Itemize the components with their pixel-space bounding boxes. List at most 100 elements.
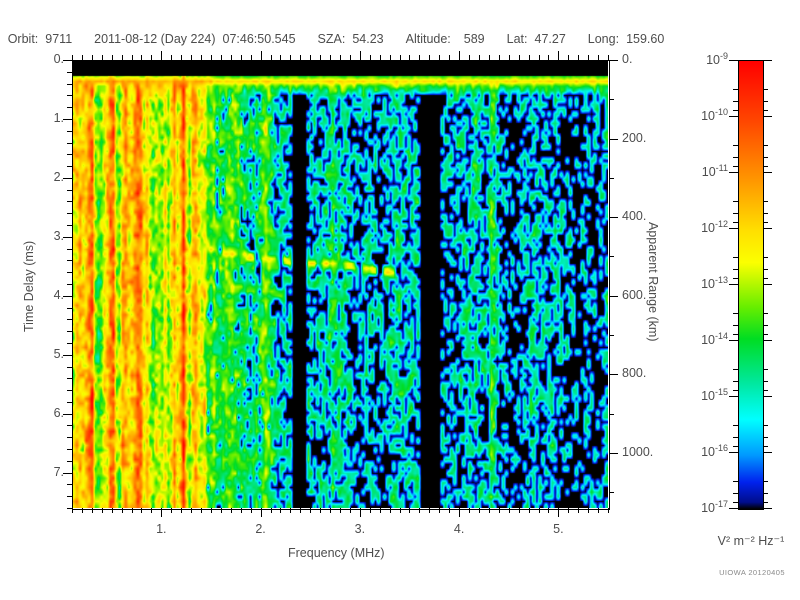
x-tick-minor-top [181, 55, 182, 60]
y2-tick-minor [609, 414, 614, 415]
x-tick-minor [280, 508, 281, 513]
y-tick-label: 7. [53, 464, 64, 479]
x-tick-minor-top [72, 55, 73, 60]
colorbar-tick-minor [763, 157, 768, 158]
x-tick-minor [102, 508, 103, 513]
colorbar-tick-minor [733, 110, 738, 111]
x-tick-minor [330, 508, 331, 513]
colorbar-tick-minor [733, 325, 738, 326]
y-tick-minor [67, 508, 72, 509]
x-tick-minor-top [568, 55, 569, 60]
y-tick-minor [67, 308, 72, 309]
y-tick-label: 3. [53, 228, 64, 243]
colorbar-tick-minor [763, 166, 768, 167]
x-tick-major-top [558, 51, 559, 60]
x-tick-minor [370, 508, 371, 513]
x-tick-label: 2. [255, 522, 266, 536]
y-tick-major [63, 178, 72, 179]
colorbar-tick-minor [733, 166, 738, 167]
x-tick-minor-top [211, 55, 212, 60]
x-tick-minor-top [409, 55, 410, 60]
x-tick-minor-top [102, 55, 103, 60]
colorbar-tick-minor [733, 201, 738, 202]
x-tick-minor-top [350, 55, 351, 60]
x-tick-label: 1. [156, 522, 167, 536]
colorbar-tick-label: 10-17 [701, 499, 728, 516]
colorbar-gradient [739, 61, 763, 509]
x-tick-minor-top [171, 55, 172, 60]
colorbar-tick-minor [763, 201, 768, 202]
colorbar-units: V² m⁻² Hz⁻¹ [717, 534, 785, 548]
lat-value: 47.27 [534, 32, 566, 46]
y-tick-minor [67, 496, 72, 497]
x-tick-minor-top [132, 55, 133, 60]
x-tick-minor-top [539, 55, 540, 60]
colorbar-tick-minor [733, 101, 738, 102]
credit-text: UIOWA 20120405 [719, 568, 785, 577]
colorbar-tick-minor [733, 437, 738, 438]
colorbar-tick-minor [733, 222, 738, 223]
x-tick-minor [578, 508, 579, 513]
y-tick-label: 1. [53, 110, 64, 125]
x-tick-major [261, 508, 262, 517]
y-tick-minor [67, 201, 72, 202]
x-tick-minor [598, 508, 599, 513]
colorbar-tick-minor [733, 369, 738, 370]
y-tick-major [63, 119, 72, 120]
y-tick-minor [67, 319, 72, 320]
y2-tick-label: 800. [622, 366, 647, 381]
x-tick-major [360, 508, 361, 517]
y-axis-title: Time Delay (ms) [22, 240, 36, 332]
colorbar-tick-minor [733, 381, 738, 382]
colorbar-tick-major [763, 284, 772, 285]
x-tick-minor-top [598, 55, 599, 60]
x-tick-minor [290, 508, 291, 513]
x-tick-minor [132, 508, 133, 513]
y2-tick-label: 600. [622, 287, 647, 302]
x-tick-minor [519, 508, 520, 513]
x-tick-minor [92, 508, 93, 513]
y2-tick-major [609, 374, 618, 375]
y-tick-minor [67, 367, 72, 368]
x-tick-minor-top [151, 55, 152, 60]
x-tick-minor [181, 508, 182, 513]
x-tick-minor [191, 508, 192, 513]
y-tick-minor [67, 449, 72, 450]
y-tick-minor [67, 378, 72, 379]
y2-tick-major [609, 139, 618, 140]
y-tick-major [63, 60, 72, 61]
colorbar-tick-major [763, 340, 772, 341]
colorbar-tick-minor [763, 437, 768, 438]
colorbar-tick-major [729, 340, 738, 341]
colorbar-tick-major [763, 396, 772, 397]
y2-tick-minor [609, 492, 614, 493]
x-tick-minor-top [578, 55, 579, 60]
x-tick-major-top [459, 51, 460, 60]
x-tick-minor [380, 508, 381, 513]
x-tick-minor-top [608, 55, 609, 60]
header-info: Orbit: 9711 2011-08-12 (Day 224) 07:46:50.5… [0, 32, 672, 46]
x-tick-minor-top [429, 55, 430, 60]
y-tick-minor [67, 260, 72, 261]
y-tick-minor [67, 284, 72, 285]
orbit-value: 9711 [45, 32, 73, 46]
x-tick-minor-top [201, 55, 202, 60]
x-tick-minor [499, 508, 500, 513]
x-tick-minor [449, 508, 450, 513]
x-tick-minor [509, 508, 510, 513]
x-tick-minor-top [241, 55, 242, 60]
x-tick-minor [340, 508, 341, 513]
y-tick-minor [67, 72, 72, 73]
y-tick-major [63, 237, 72, 238]
colorbar-tick-major [729, 396, 738, 397]
x-tick-minor [439, 508, 440, 513]
x-tick-minor-top [469, 55, 470, 60]
colorbar-tick-label: 10-9 [706, 51, 728, 68]
x-tick-minor-top [92, 55, 93, 60]
x-tick-minor [409, 508, 410, 513]
colorbar-tick-minor [763, 493, 768, 494]
x-tick-minor-top [112, 55, 113, 60]
y-tick-major [63, 355, 72, 356]
x-tick-minor-top [390, 55, 391, 60]
colorbar-tick-minor [763, 89, 768, 90]
